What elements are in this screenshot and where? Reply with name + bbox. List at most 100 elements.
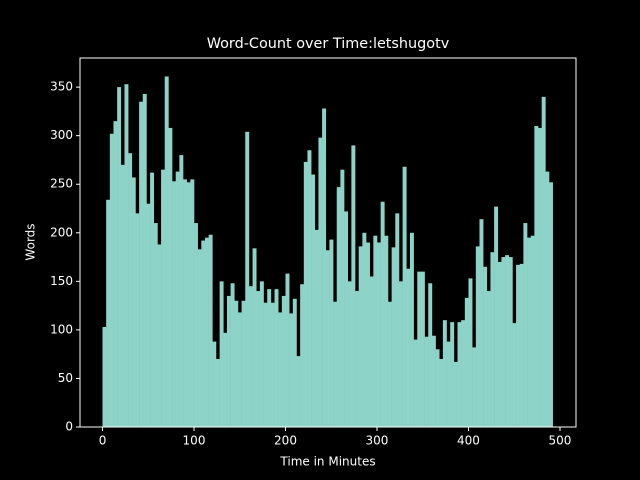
bar [296, 356, 301, 427]
y-tick-label: 250 [50, 177, 73, 191]
bar [358, 246, 363, 427]
bar [439, 359, 444, 427]
bar [150, 172, 155, 427]
bar [527, 237, 532, 427]
bar [241, 300, 246, 427]
bar [508, 257, 513, 427]
bar [219, 281, 224, 427]
bar [289, 313, 294, 427]
bar [117, 87, 122, 427]
bar [497, 261, 502, 427]
bar [479, 219, 484, 427]
bar [322, 108, 327, 427]
bar [362, 232, 367, 427]
bar [120, 164, 125, 427]
bar [179, 155, 184, 427]
bar [278, 312, 283, 427]
bar [523, 223, 528, 427]
bar [157, 244, 162, 427]
bar [124, 84, 129, 428]
bar [369, 276, 374, 427]
bar [457, 322, 462, 427]
bar [146, 203, 151, 427]
y-tick-label: 100 [50, 322, 73, 336]
bar [417, 271, 422, 427]
bar [541, 96, 546, 427]
bar [102, 326, 107, 427]
bar [494, 206, 499, 427]
y-axis-label: Words [24, 223, 38, 260]
bar [402, 166, 407, 428]
bar [486, 291, 491, 427]
bar [248, 286, 253, 427]
bar [336, 187, 341, 427]
bar [281, 295, 286, 427]
bar [406, 268, 411, 427]
bar [424, 336, 429, 427]
bar [472, 347, 477, 427]
bar [351, 145, 356, 428]
bar [329, 239, 334, 427]
bar [204, 237, 209, 427]
bar [292, 298, 297, 427]
bar [172, 181, 177, 427]
bar [270, 302, 275, 427]
bar [215, 359, 220, 427]
bar [325, 250, 330, 427]
bar [135, 213, 140, 427]
bar [285, 273, 290, 427]
bar [519, 263, 524, 427]
bar [347, 281, 352, 427]
bar [307, 150, 312, 427]
bar [234, 300, 239, 427]
bar [237, 312, 242, 427]
bar [376, 242, 381, 427]
bar [490, 252, 495, 427]
bar [245, 131, 250, 428]
bar [431, 335, 436, 427]
bar [212, 341, 217, 427]
bar [274, 289, 279, 427]
bar [340, 169, 345, 427]
bar [311, 174, 316, 427]
bar [252, 248, 257, 427]
bar [461, 320, 466, 427]
x-tick-label: 400 [457, 434, 480, 448]
bar [387, 301, 392, 427]
bar [186, 182, 191, 427]
bar [139, 101, 144, 428]
bar [384, 235, 389, 427]
y-tick-label: 50 [58, 371, 73, 385]
y-tick-label: 350 [50, 80, 73, 94]
bar [538, 127, 542, 428]
bar [435, 349, 440, 427]
bar [106, 199, 111, 427]
bar [395, 213, 400, 427]
chart-title: Word-Count over Time:letshugotv [207, 36, 450, 52]
bar [516, 264, 521, 427]
x-axis-label: Time in Minutes [279, 455, 375, 469]
bar [190, 179, 195, 427]
bar [366, 242, 370, 427]
bar [314, 229, 319, 427]
bar [545, 171, 550, 427]
bar [197, 249, 202, 427]
bar [303, 161, 308, 427]
bar [483, 266, 488, 427]
bar [428, 283, 433, 427]
y-tick-label: 200 [50, 225, 73, 239]
bar [344, 211, 349, 427]
bar [168, 127, 173, 428]
bar [318, 137, 323, 427]
bar [530, 235, 535, 427]
bar [230, 283, 235, 427]
bar [175, 171, 180, 427]
bar [450, 322, 455, 427]
bar [201, 240, 206, 427]
bar [442, 320, 447, 427]
x-tick-label: 100 [183, 434, 206, 448]
bar [208, 234, 213, 427]
bar [501, 257, 506, 427]
bar [355, 291, 359, 427]
